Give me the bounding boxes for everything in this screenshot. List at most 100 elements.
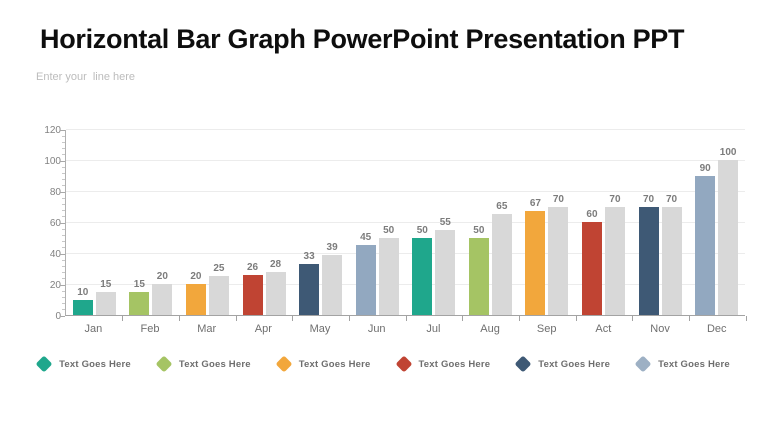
- gray-bar-unit-jan: 15: [95, 279, 116, 315]
- colored-bar-sep: [525, 211, 546, 315]
- bar-group-act: 60 70: [575, 130, 632, 315]
- gray-bar-unit-apr: 28: [265, 258, 286, 315]
- colored-bar-unit-act: 60: [581, 209, 602, 315]
- bar-value-label: 28: [269, 258, 282, 270]
- gridline-40: [66, 253, 745, 254]
- gray-bar-unit-nov: 70: [661, 193, 682, 315]
- gray-bar-unit-mar: 25: [208, 263, 229, 315]
- x-tick-mark: [292, 316, 294, 321]
- legend-item-label: Text Goes Here: [298, 358, 371, 370]
- y-tick-minor: [62, 216, 65, 218]
- x-tick-label-jun: Jun: [367, 323, 386, 335]
- y-tick-minor: [62, 135, 65, 137]
- bar-value-label: 100: [719, 147, 737, 158]
- bar-value-label: 26: [246, 261, 259, 273]
- bar-value-label: 20: [190, 271, 202, 282]
- y-tick-major: [60, 284, 65, 286]
- colored-bar-unit-feb: 15: [129, 278, 150, 315]
- gridline-120: [66, 129, 745, 130]
- bar-value-label: 65: [496, 201, 508, 213]
- x-tick-label-mar: Mar: [197, 323, 217, 335]
- bar-value-label: 15: [133, 278, 145, 290]
- bar-group-aug: 50 65: [462, 130, 519, 315]
- y-tick-minor: [62, 148, 65, 150]
- y-tick-major: [60, 160, 65, 162]
- colored-bar-may: [299, 263, 320, 315]
- bar-value-label: 45: [360, 232, 372, 244]
- plot-wrap: 0 20 40 60 80 100 120 10 15 15 20 20 25 26 28 33 39 45 50 5…: [36, 125, 748, 322]
- bar-group-may: 33 39: [292, 130, 349, 315]
- colored-bar-unit-jun: 45: [355, 232, 376, 315]
- legend-item-label: Text Goes Here: [178, 358, 251, 370]
- subtitle-placeholder: Enter your line here: [36, 71, 136, 83]
- bar-value-label: 39: [326, 241, 338, 253]
- legend-item-4: Text Goes Here: [395, 355, 491, 373]
- gray-bar-jun: [378, 237, 399, 315]
- legend-diamond-icon: [395, 355, 412, 373]
- colored-bar-nov: [638, 206, 659, 315]
- y-tick-major: [60, 253, 65, 255]
- x-tick-mark: [575, 316, 577, 321]
- colored-bar-aug: [468, 237, 489, 315]
- y-tick-label: 0: [55, 310, 61, 322]
- bar-value-label: 25: [213, 263, 225, 275]
- x-tick-label-jan: Jan: [84, 323, 103, 335]
- gray-bar-unit-jun: 50: [378, 225, 399, 315]
- gray-bar-dec: [718, 160, 739, 315]
- x-tick-label-act: Act: [595, 323, 612, 335]
- bar-value-label: 33: [303, 250, 315, 262]
- legend-diamond-icon: [155, 355, 173, 373]
- bar-value-label: 50: [416, 224, 428, 236]
- x-tick-label-jul: Jul: [426, 323, 441, 335]
- x-tick-label-feb: Feb: [140, 323, 160, 335]
- bar-value-label: 70: [666, 193, 678, 205]
- x-tick-mark: [688, 316, 690, 321]
- legend-diamond-icon: [275, 355, 293, 373]
- x-tick-mark: [405, 316, 407, 321]
- bar-value-label: 20: [156, 271, 168, 282]
- gridline-100: [66, 160, 745, 161]
- gray-bar-jan: [95, 291, 116, 315]
- x-tick-label-dec: Dec: [706, 323, 727, 335]
- gridline-80: [66, 191, 745, 192]
- gray-bar-jul: [435, 229, 456, 315]
- gray-bar-unit-jul: 55: [435, 217, 456, 315]
- x-tick-label-apr: Apr: [254, 323, 272, 335]
- y-tick-minor: [62, 172, 65, 174]
- bar-group-apr: 26 28: [236, 130, 293, 315]
- y-tick-minor: [62, 203, 65, 205]
- bar-group-dec: 90 100: [688, 130, 745, 315]
- legend-item-1: Text Goes Here: [35, 355, 131, 373]
- colored-bar-unit-dec: 90: [695, 163, 716, 315]
- y-tick-major: [60, 129, 65, 131]
- bar-group-sep: 67 70: [519, 130, 576, 315]
- x-tick-mark: [745, 316, 747, 321]
- y-tick-minor: [62, 259, 65, 261]
- bar-group-jan: 10 15: [66, 130, 123, 315]
- chart-legend: Text Goes Here Text Goes Here Text Goes He…: [0, 355, 768, 373]
- gray-bar-unit-feb: 20: [152, 271, 173, 315]
- y-tick-major: [60, 191, 65, 193]
- gray-bar-apr: [265, 271, 286, 315]
- bar-group-jun: 45 50: [349, 130, 406, 315]
- y-tick-minor: [62, 210, 65, 212]
- y-tick-label: 60: [49, 217, 61, 229]
- colored-bar-jun: [355, 245, 376, 315]
- y-tick-minor: [62, 179, 65, 181]
- x-tick-mark: [632, 316, 634, 321]
- gray-bar-unit-act: 70: [604, 194, 625, 315]
- y-tick-label: 100: [44, 155, 61, 167]
- colored-bar-dec: [695, 175, 716, 315]
- colored-bar-unit-apr: 26: [242, 261, 263, 315]
- colored-bar-act: [581, 222, 602, 315]
- y-tick-minor: [62, 185, 65, 187]
- gray-bar-feb: [152, 284, 173, 315]
- y-tick-major: [60, 315, 65, 317]
- legend-item-5: Text Goes Here: [514, 355, 610, 373]
- x-axis-labels: Jan Feb Mar Apr May Jun Jul Aug Sep Act Nov Dec: [65, 316, 745, 335]
- bar-group-jul: 50 55: [405, 130, 462, 315]
- colored-bar-unit-mar: 20: [185, 271, 206, 315]
- x-tick-mark: [122, 316, 124, 321]
- gridline-60: [66, 222, 745, 223]
- colored-bar-apr: [242, 274, 263, 315]
